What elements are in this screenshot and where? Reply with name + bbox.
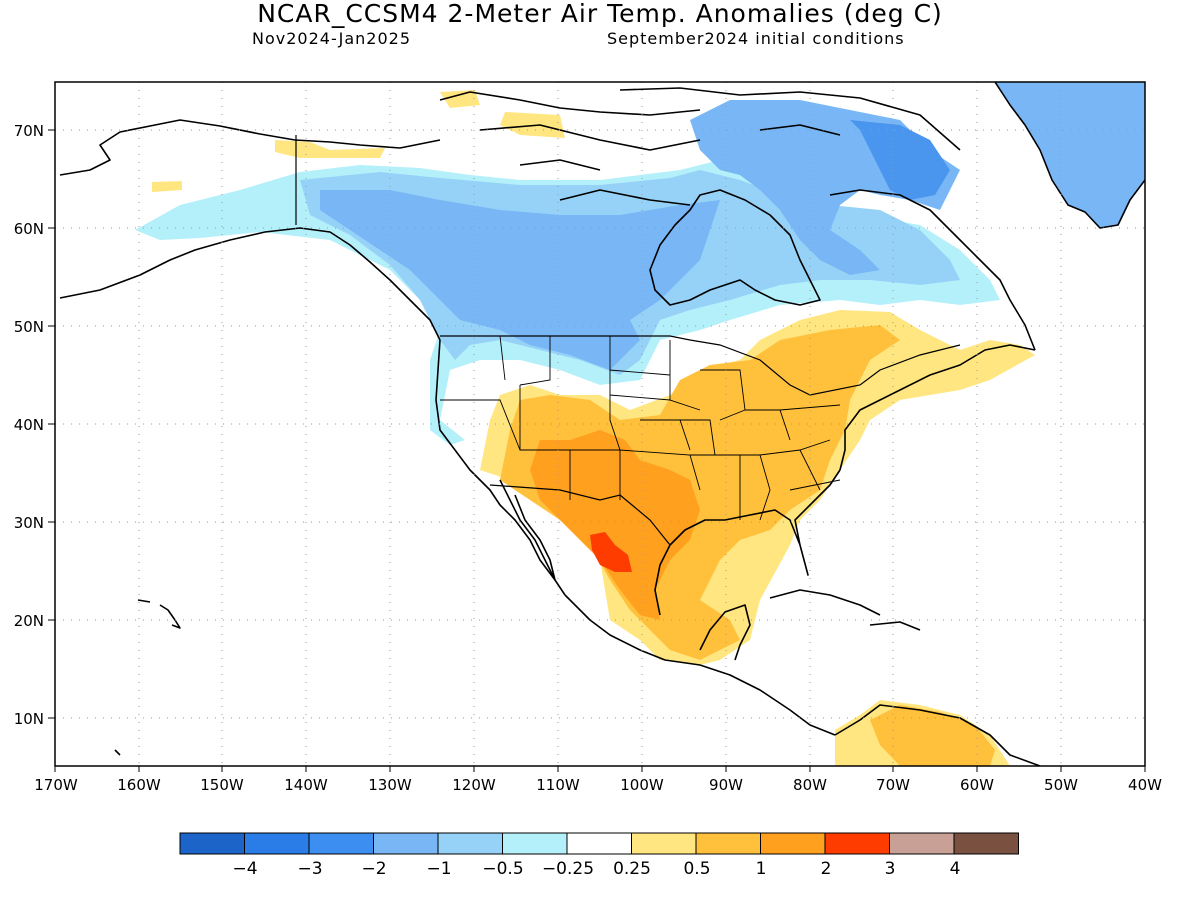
lon-label-80w: 80W (793, 776, 827, 794)
mexico-red-region (590, 532, 632, 572)
gulf-coastline (654, 469, 841, 616)
colorbar-swatch (179, 832, 245, 855)
southwest-orange-region (530, 430, 700, 620)
lat-label-60n: 60N (14, 220, 44, 238)
initial-conditions-label: September2024 initial conditions (607, 29, 905, 48)
lon-label-50w: 50W (1044, 776, 1078, 794)
colorbar-swatch (437, 832, 503, 855)
political-borders (295, 135, 961, 546)
lon-label-100w: 100W (620, 776, 664, 794)
arctic-islands-coastline (439, 87, 961, 206)
lon-label-120w: 120W (452, 776, 496, 794)
map-title: NCAR_CCSM4 2-Meter Air Temp. Anomalies (… (257, 0, 943, 28)
colorbar-swatch (889, 832, 955, 855)
lat-label-70n: 70N (14, 122, 44, 140)
lat-label-50n: 50N (14, 318, 44, 336)
colorbar-swatch (566, 832, 632, 855)
us-canada-border (440, 335, 961, 396)
colorbar-labels: −4 −3 −2 −1 −0.5 −0.25 0.25 0.5 1 2 3 4 (232, 859, 960, 879)
colorbar-label: 0.25 (613, 859, 651, 879)
lon-label-170w: 170W (34, 776, 78, 794)
baffin-blue-region (850, 120, 950, 200)
colorbar-label: −2 (361, 859, 386, 879)
anomaly-map: 70N 60N 50N 40N 30N 20N 10N 170W 160W 15… (14, 81, 1162, 794)
lat-label-20n: 20N (14, 612, 44, 630)
canada-deep-blue-region (320, 190, 720, 370)
arctic-warm-patch-1 (440, 90, 480, 108)
colorbar-label: −4 (232, 859, 257, 879)
colorbar-swatch (308, 832, 374, 855)
colorbar-label: 2 (821, 859, 832, 879)
lon-label-90w: 90W (709, 776, 743, 794)
lon-label-150w: 150W (200, 776, 244, 794)
lat-label-30n: 30N (14, 514, 44, 532)
us-state-lines (440, 335, 841, 521)
arctic-warm-patch-4 (152, 181, 182, 192)
longitude-labels: 170W 160W 150W 140W 130W 120W 110W 100W … (34, 776, 1162, 794)
cuba-coastline (769, 589, 881, 616)
labrador-coastline (829, 189, 1036, 351)
arctic-warm-patch-3 (275, 140, 385, 158)
lon-label-140w: 140W (284, 776, 328, 794)
colorbar-label: −3 (297, 859, 322, 879)
hispaniola-coastline (869, 621, 921, 631)
lon-label-110w: 110W (536, 776, 580, 794)
colorbar-label: −1 (426, 859, 451, 879)
lat-label-40n: 40N (14, 416, 44, 434)
south-america-orange-region (870, 705, 995, 766)
colorbar-swatch (953, 832, 1019, 855)
lon-label-70w: 70W (876, 776, 910, 794)
colorbar-swatch (824, 832, 890, 855)
colorbar-label: −0.25 (542, 859, 594, 879)
greenland-anomaly-region (995, 82, 1145, 228)
latitude-labels: 70N 60N 50N 40N 30N 20N 10N (14, 122, 44, 728)
pacific-island (114, 749, 121, 756)
mexico-coastline (564, 594, 836, 736)
colorbar-swatch (373, 832, 439, 855)
coastline-layer (59, 82, 1145, 766)
yucatan-coastline (699, 604, 751, 661)
forecast-period: Nov2024-Jan2025 (252, 29, 411, 48)
lon-label-130w: 130W (368, 776, 412, 794)
colorbar-swatch (760, 832, 826, 855)
us-pacific-coastline (435, 339, 566, 596)
lon-label-160w: 160W (117, 776, 161, 794)
lat-label-10n: 10N (14, 710, 44, 728)
colorbar-swatch (695, 832, 761, 855)
hudson-bay-coastline (649, 189, 821, 306)
us-mexico-border (489, 484, 671, 546)
lon-label-60w: 60W (960, 776, 994, 794)
colorbar-label: −0.5 (482, 859, 523, 879)
colorbar-swatch (631, 832, 697, 855)
us-atlantic-coastline (839, 344, 1036, 471)
colorbar-label: 4 (950, 859, 961, 879)
colorbar-label: 3 (885, 859, 896, 879)
greenland-coastline (994, 82, 1145, 229)
colorbar-swatch (244, 832, 310, 855)
colorbar-swatch (502, 832, 568, 855)
baja-coastline (499, 479, 556, 581)
lon-label-40w: 40W (1128, 776, 1162, 794)
axis-ticks (48, 129, 1146, 772)
colorbar-swatches (179, 832, 1019, 855)
alaska-coastline (59, 119, 441, 341)
colorbar-label: 0.5 (683, 859, 710, 879)
graticule (55, 82, 1145, 766)
colorbar-label: 1 (756, 859, 767, 879)
